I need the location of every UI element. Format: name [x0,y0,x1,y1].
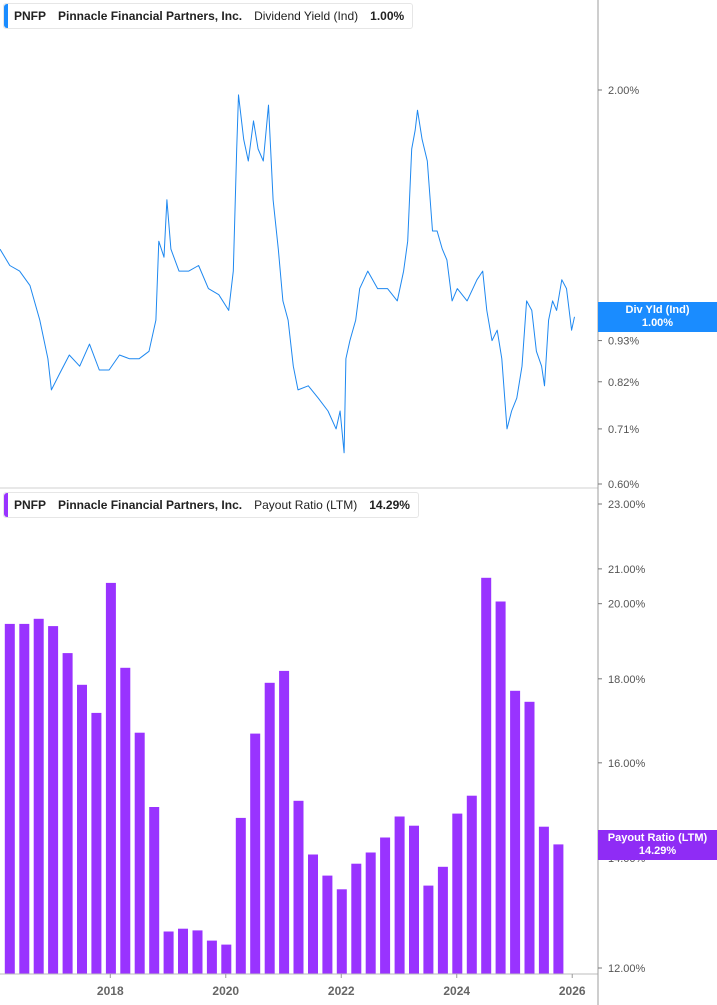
x-tick-label: 2018 [97,984,124,998]
payout-bar [33,618,44,974]
badge-label: Payout Ratio (LTM) [607,832,708,844]
legend-company: Pinnacle Financial Partners, Inc. [58,9,243,23]
x-tick-label: 2022 [328,984,355,998]
legend-ticker: PNFP [14,498,47,512]
legend-color-swatch [4,493,8,517]
payout-axis-tick-label: 23.00% [608,499,646,511]
yield-axis-tick-label: 0.93% [608,336,639,348]
badge-label: Div Yld (Ind) [625,304,690,316]
payout-bar [264,682,275,974]
payout-bar [394,816,405,974]
badge-value: 14.29% [638,845,677,857]
payout-bar [91,712,102,974]
payout-bar [192,930,203,974]
yield-axis-tick-label: 0.71% [608,424,639,436]
payout-bar [279,670,290,974]
payout-bar [322,875,333,974]
payout-bar [149,807,160,974]
payout-bar [77,684,87,974]
payout-bar [221,944,232,974]
payout-bar [4,623,15,974]
payout-bar [452,813,463,974]
payout-bar [235,817,246,974]
payout-bar [437,866,448,974]
payout-bar [163,931,174,974]
payout-bar [178,928,188,974]
yield-axis-tick-label: 2.00% [608,85,639,97]
payout-bar [495,601,506,974]
payout-axis-tick-label: 16.00% [608,758,646,770]
payout-bar [365,852,376,974]
legend-company: Pinnacle Financial Partners, Inc. [58,498,243,512]
current-payout-badge: Payout Ratio (LTM) 14.29% [598,830,717,860]
x-tick-label: 2024 [443,984,470,998]
yield-axis-tick-label: 0.82% [608,377,639,389]
badge-value: 1.00% [641,317,674,329]
payout-bar [19,623,30,974]
payout-bar [308,854,318,974]
payout-axis-tick-label: 12.00% [608,963,646,975]
payout-bar [524,701,535,974]
payout-bar [120,667,131,974]
yield-axis-tick-label: 0.60% [608,479,639,491]
payout-bar [48,626,59,974]
legend-metric: Dividend Yield (Ind) [254,9,359,23]
payout-bar [293,800,304,974]
payout-bar [336,889,347,974]
payout-axis-tick-label: 20.00% [608,599,646,611]
payout-bar [206,940,217,974]
payout-bar [538,826,549,974]
legend-value: 1.00% [370,9,405,23]
payout-bar [553,844,564,974]
legend-dividend-yield: PNFP Pinnacle Financial Partners, Inc. D… [3,3,414,29]
payout-bar [481,577,492,974]
x-tick-label: 2026 [559,984,586,998]
payout-axis-tick-label: 21.00% [608,564,646,576]
legend-color-swatch [4,4,8,28]
x-tick-label: 2020 [212,984,239,998]
legend-value: 14.29% [369,498,410,512]
payout-bar [250,733,261,974]
payout-bar [466,795,477,974]
payout-bar [423,885,434,974]
payout-bar [380,837,391,974]
legend-ticker: PNFP [14,9,47,23]
payout-bar [510,690,521,974]
current-yield-badge: Div Yld (Ind) 1.00% [598,302,717,332]
payout-bar [134,732,145,974]
payout-bar [409,825,419,974]
dividend-yield-line [0,94,575,454]
payout-bar [351,863,362,974]
payout-bar [62,653,73,974]
payout-bar [105,582,116,974]
payout-axis-tick-label: 18.00% [608,674,646,686]
legend-payout-ratio: PNFP Pinnacle Financial Partners, Inc. P… [3,492,419,518]
legend-metric: Payout Ratio (LTM) [254,498,358,512]
